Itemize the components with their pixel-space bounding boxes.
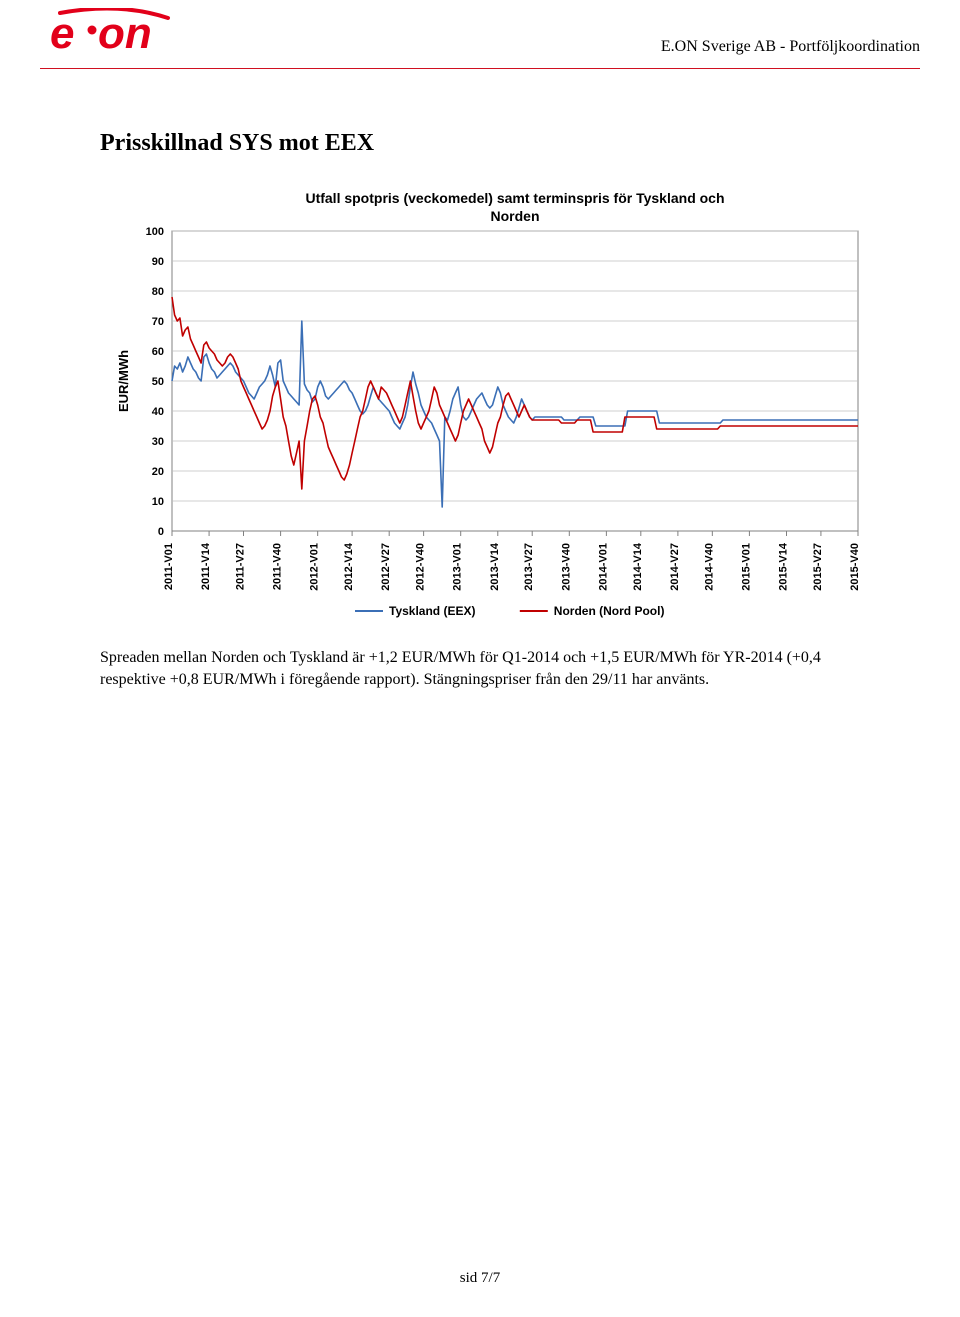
svg-text:20: 20 — [152, 466, 164, 478]
svg-text:100: 100 — [146, 226, 164, 238]
svg-text:2013-V01: 2013-V01 — [452, 543, 464, 591]
header-divider — [40, 68, 920, 69]
svg-text:2014-V14: 2014-V14 — [632, 542, 644, 591]
svg-text:90: 90 — [152, 256, 164, 268]
spread-paragraph: Spreaden mellan Norden och Tyskland är +… — [100, 647, 860, 690]
svg-text:2015-V40: 2015-V40 — [849, 543, 861, 591]
spotprice-chart: Utfall spotpris (veckomedel) samt termin… — [110, 187, 870, 627]
svg-text:70: 70 — [152, 316, 164, 328]
svg-text:2013-V14: 2013-V14 — [489, 542, 501, 591]
svg-text:2014-V27: 2014-V27 — [669, 543, 681, 591]
svg-text:2011-V40: 2011-V40 — [272, 543, 284, 590]
svg-text:2012-V27: 2012-V27 — [380, 543, 392, 591]
svg-text:Norden (Nord Pool): Norden (Nord Pool) — [554, 604, 665, 618]
svg-text:2012-V01: 2012-V01 — [309, 543, 321, 591]
section-title: Prisskillnad SYS mot EEX — [100, 130, 860, 157]
svg-text:e: e — [50, 9, 74, 58]
page-number: sid 7/7 — [460, 1270, 500, 1286]
svg-text:EUR/MWh: EUR/MWh — [116, 350, 131, 412]
svg-text:2011-V14: 2011-V14 — [200, 542, 212, 590]
svg-text:2014-V40: 2014-V40 — [703, 543, 715, 591]
svg-text:2012-V40: 2012-V40 — [415, 543, 427, 591]
page-header: e on E.ON Sverige AB - Portföljkoordinat… — [0, 0, 960, 68]
svg-text:60: 60 — [152, 346, 164, 358]
content-area: Prisskillnad SYS mot EEX Utfall spotpris… — [100, 130, 860, 690]
svg-text:2015-V01: 2015-V01 — [740, 543, 752, 591]
svg-text:2013-V40: 2013-V40 — [560, 543, 572, 591]
svg-text:Utfall spotpris (veckomedel) s: Utfall spotpris (veckomedel) samt termin… — [305, 190, 724, 206]
page-footer: sid 7/7 — [0, 1270, 960, 1287]
eon-logo: e on — [50, 8, 190, 63]
svg-text:Tyskland (EEX): Tyskland (EEX) — [389, 604, 475, 618]
svg-text:50: 50 — [152, 376, 164, 388]
svg-text:2015-V27: 2015-V27 — [812, 543, 824, 591]
svg-text:0: 0 — [158, 526, 164, 538]
svg-text:Norden: Norden — [491, 208, 540, 224]
svg-text:2013-V27: 2013-V27 — [523, 543, 535, 591]
svg-text:2011-V01: 2011-V01 — [163, 543, 175, 590]
svg-text:30: 30 — [152, 436, 164, 448]
svg-text:10: 10 — [152, 496, 164, 508]
svg-text:2011-V27: 2011-V27 — [235, 543, 247, 590]
svg-text:80: 80 — [152, 286, 164, 298]
svg-text:2015-V14: 2015-V14 — [777, 542, 789, 591]
svg-text:2012-V14: 2012-V14 — [343, 542, 355, 591]
svg-text:2014-V01: 2014-V01 — [597, 543, 609, 591]
doc-source-line: E.ON Sverige AB - Portföljkoordination — [661, 38, 920, 56]
svg-text:on: on — [98, 9, 152, 58]
svg-text:40: 40 — [152, 406, 164, 418]
